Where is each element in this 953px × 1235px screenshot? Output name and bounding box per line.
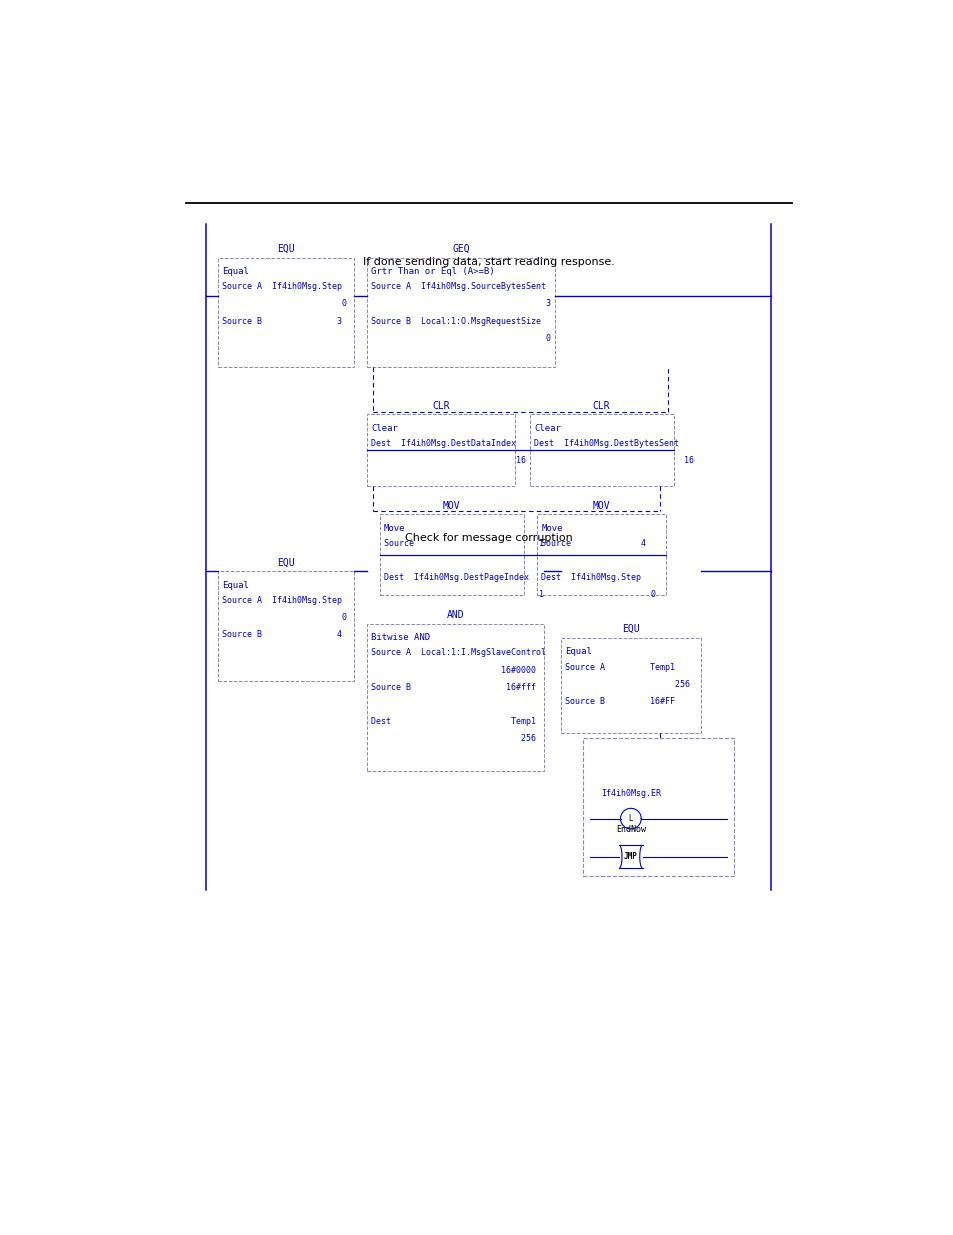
Text: Source A  If4ih0Msg.Step: Source A If4ih0Msg.Step (222, 283, 342, 291)
Text: Source A         Temp1: Source A Temp1 (564, 663, 675, 672)
Text: CLR: CLR (592, 400, 610, 411)
Text: Clear: Clear (534, 424, 560, 433)
Text: Dest  If4ih0Msg.DestPageIndex: Dest If4ih0Msg.DestPageIndex (383, 573, 528, 582)
Text: Dest                        Temp1: Dest Temp1 (371, 716, 536, 726)
Text: EQU: EQU (621, 624, 639, 634)
Text: EQU: EQU (277, 243, 294, 253)
Text: CLR: CLR (432, 400, 449, 411)
Text: Source A  If4ih0Msg.Step: Source A If4ih0Msg.Step (222, 597, 342, 605)
Bar (217, 258, 354, 367)
Text: 1: 1 (383, 590, 543, 599)
Text: Move: Move (383, 524, 405, 532)
Text: 0: 0 (222, 299, 347, 309)
Text: Equal: Equal (222, 580, 249, 590)
Text: L: L (628, 814, 633, 823)
Bar (367, 258, 555, 367)
Text: 16: 16 (371, 456, 526, 466)
Text: EQU: EQU (277, 557, 294, 568)
Text: Grtr Than or Eql (A>=B): Grtr Than or Eql (A>=B) (371, 267, 495, 277)
Text: 256: 256 (371, 734, 536, 743)
Text: 16#0000: 16#0000 (371, 666, 536, 674)
Text: JMP: JMP (623, 852, 638, 861)
Text: Source B               3: Source B 3 (222, 316, 342, 326)
Text: If4ih0Msg.ER: If4ih0Msg.ER (600, 789, 660, 798)
Text: EndNow: EndNow (616, 825, 645, 834)
Text: If done sending data, start reading response.: If done sending data, start reading resp… (362, 257, 615, 267)
Text: 0: 0 (541, 590, 656, 599)
Text: Source B         16#FF: Source B 16#FF (564, 697, 675, 706)
Text: Move: Move (541, 524, 562, 532)
Bar (582, 737, 734, 876)
Text: Bitwise AND: Bitwise AND (371, 634, 430, 642)
Text: 3: 3 (371, 299, 551, 309)
Text: Check for message corruption: Check for message corruption (405, 532, 572, 543)
Bar (529, 415, 673, 485)
Text: Dest  If4ih0Msg.DestDataIndex: Dest If4ih0Msg.DestDataIndex (371, 440, 516, 448)
Text: Source              4: Source 4 (541, 538, 646, 548)
Bar (537, 514, 665, 595)
Text: AND: AND (446, 610, 464, 620)
Text: Source B               4: Source B 4 (222, 630, 342, 640)
Text: GEQ: GEQ (452, 243, 470, 253)
Bar (217, 572, 354, 680)
Text: Source B                   16#fff: Source B 16#fff (371, 683, 536, 692)
Text: Dest  If4ih0Msg.DestBytesSent: Dest If4ih0Msg.DestBytesSent (534, 440, 679, 448)
Text: Equal: Equal (222, 267, 249, 277)
Bar (367, 624, 544, 771)
Bar (379, 514, 523, 595)
Text: 0: 0 (222, 614, 347, 622)
Text: Clear: Clear (371, 424, 397, 433)
Text: Source A  If4ih0Msg.SourceBytesSent: Source A If4ih0Msg.SourceBytesSent (371, 283, 546, 291)
Text: 16: 16 (534, 456, 693, 466)
Text: 0: 0 (371, 333, 551, 342)
Text: MOV: MOV (442, 500, 460, 510)
Bar (367, 415, 515, 485)
Bar (560, 638, 700, 734)
Text: Dest  If4ih0Msg.Step: Dest If4ih0Msg.Step (541, 573, 640, 582)
Text: Source                         1: Source 1 (383, 538, 543, 548)
Text: 256: 256 (564, 679, 689, 689)
Text: MOV: MOV (592, 500, 610, 510)
Text: Source B  Local:1:O.MsgRequestSize: Source B Local:1:O.MsgRequestSize (371, 316, 540, 326)
Text: Equal: Equal (564, 647, 591, 657)
Text: Source A  Local:1:I.MsgSlaveControl: Source A Local:1:I.MsgSlaveControl (371, 648, 546, 657)
